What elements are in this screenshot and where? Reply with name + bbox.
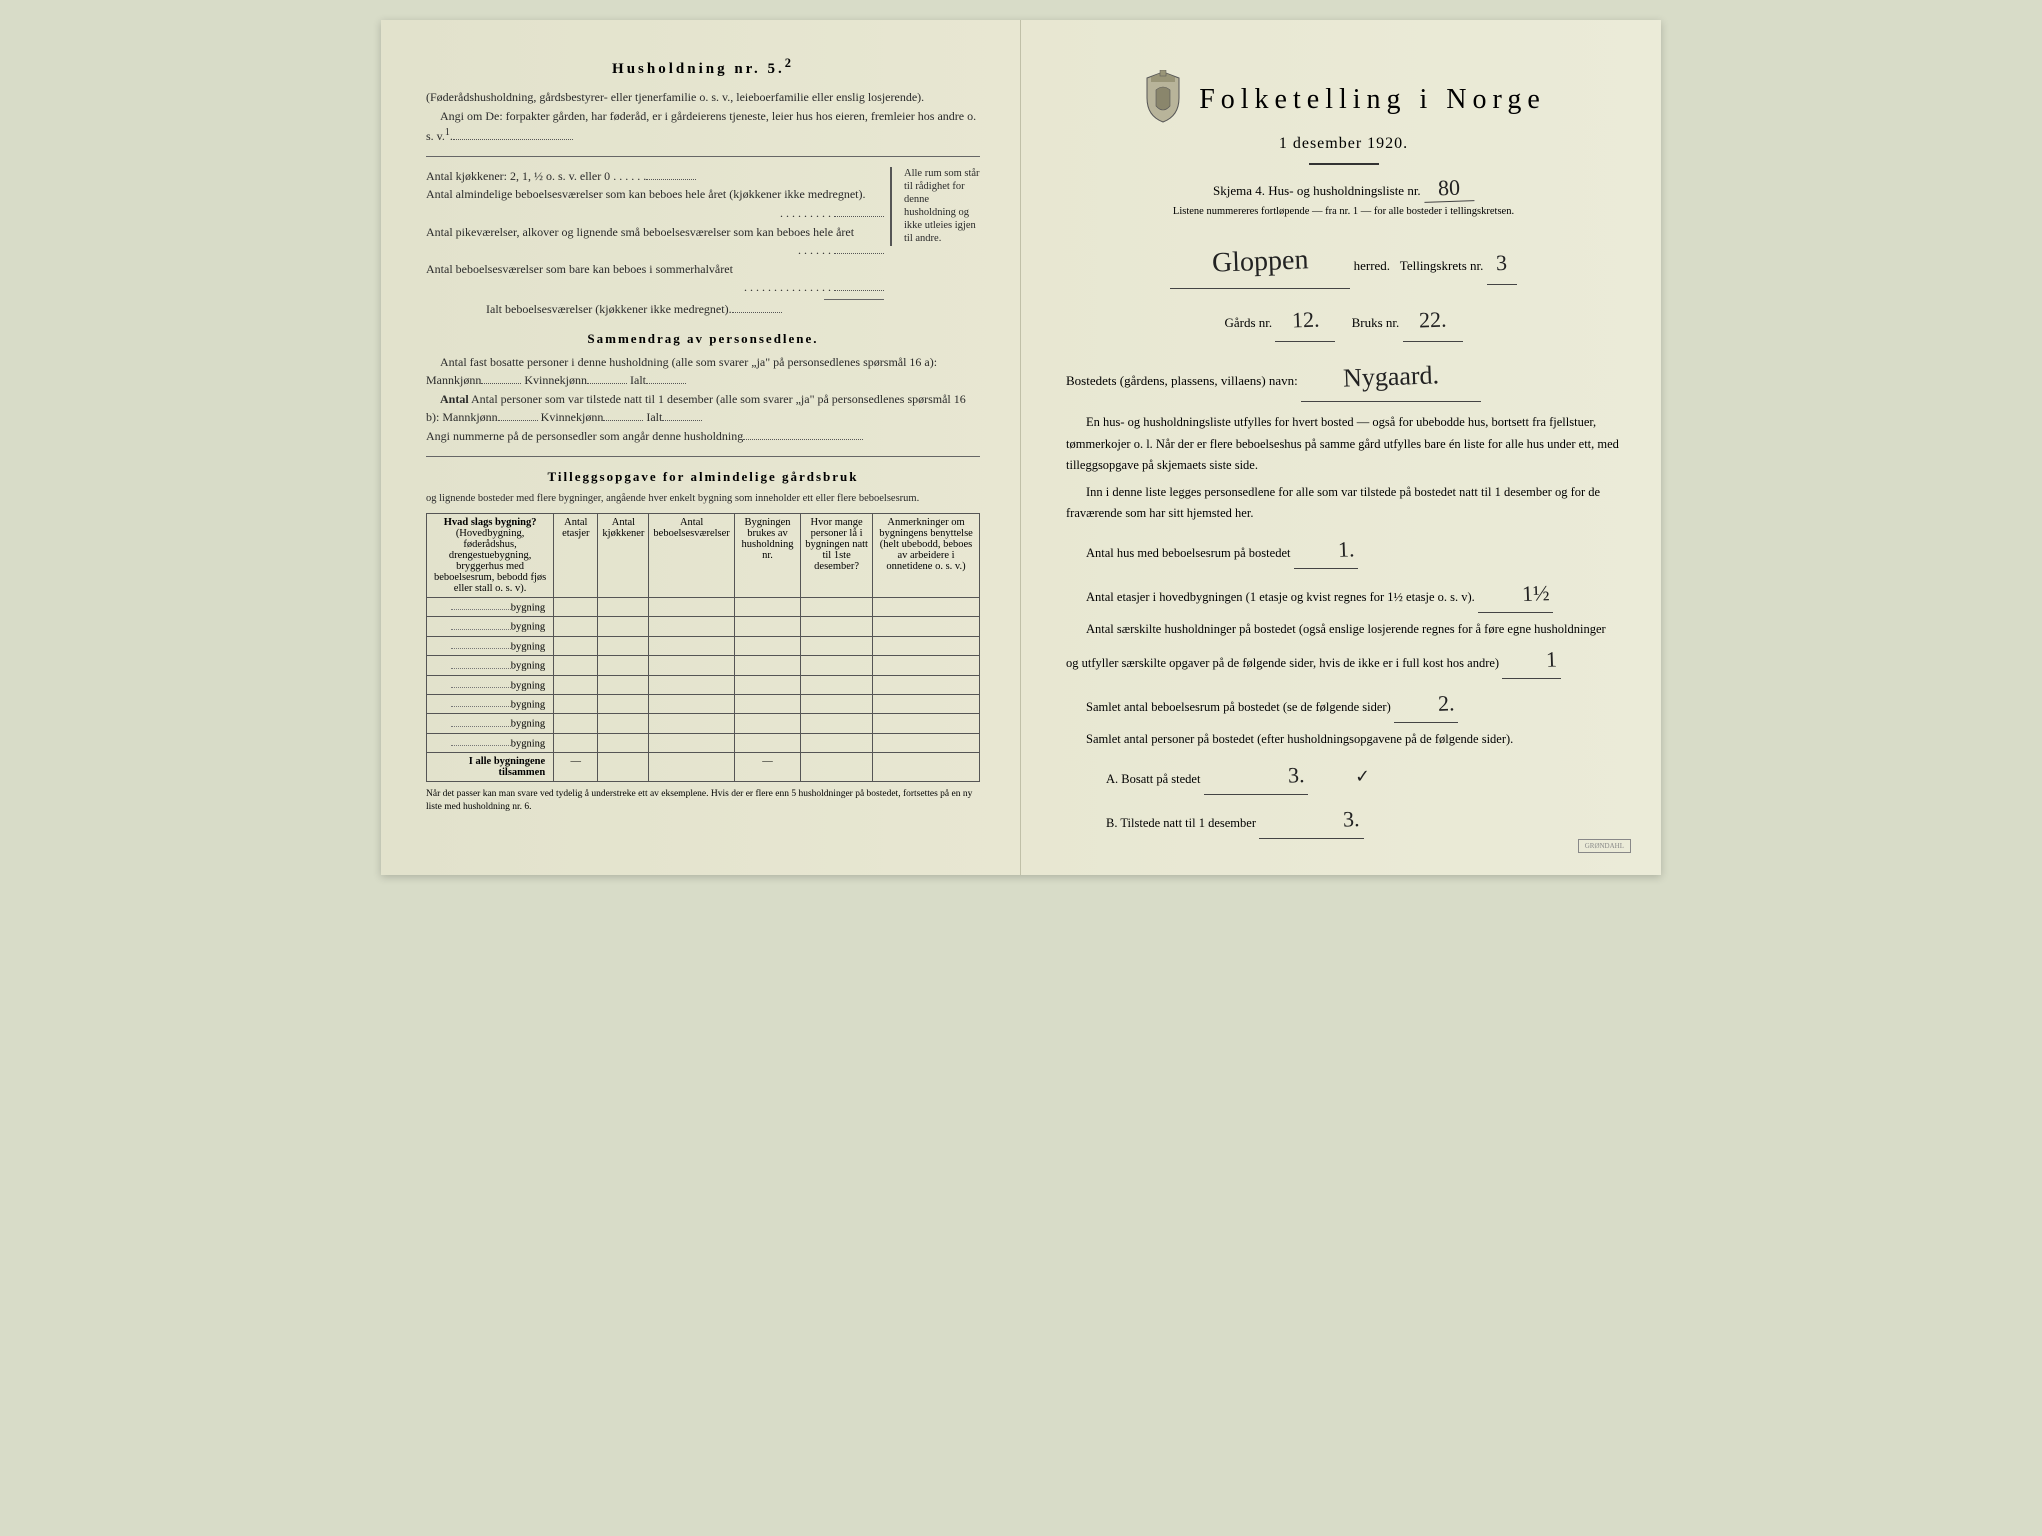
liste-nr-value: 80 <box>1423 174 1474 203</box>
q-etasjer-val: 1½ <box>1497 574 1554 613</box>
table-row: bygning <box>427 714 980 733</box>
q-hush: Antal særskilte husholdninger på bostede… <box>1066 619 1621 679</box>
q-a: A. Bosatt på stedet 3. ✓ <box>1066 757 1621 795</box>
rule-2 <box>426 456 980 457</box>
q-samlet-pers: Samlet antal personer på bostedet (efter… <box>1066 729 1621 750</box>
brace-note: Alle rum som står til rådighet for denne… <box>890 167 980 246</box>
q-a-val: 3. <box>1243 756 1309 796</box>
bosted-row: Bostedets (gårdens, plassens, villaens) … <box>1066 352 1621 402</box>
tillegg-title: Tilleggsopgave for almindelige gårdsbruk <box>426 469 980 485</box>
table-row: bygning <box>427 597 980 616</box>
h5-angi: Angi om De: forpakter gården, har føderå… <box>426 107 980 146</box>
q-b: B. Tilstede natt til 1 desember 3. <box>1066 801 1621 839</box>
q-hus: Antal hus med beboelsesrum på bostedet 1… <box>1066 531 1621 569</box>
room-row-3: Antal beboelsesværelser som bare kan beb… <box>426 260 884 279</box>
printer-stamp: GRØNDAHL <box>1578 839 1631 853</box>
bruks-value: 22. <box>1414 299 1451 342</box>
col3-head: Antal kjøkkener <box>598 513 649 597</box>
gards-row: Gårds nr. 12. Bruks nr. 22. <box>1066 299 1621 342</box>
sammendrag-title: Sammendrag av personsedlene. <box>426 331 980 347</box>
ialt-row: Ialt beboelsesværelser (kjøkkener ikke m… <box>426 300 884 319</box>
room-row-1: Antal almindelige beboelsesværelser som … <box>426 185 884 204</box>
krets-value: 3 <box>1491 242 1511 284</box>
para2: Inn i denne liste legges personsedlene f… <box>1066 482 1621 525</box>
h5-paren: (Føderådshusholdning, gårdsbestyrer- ell… <box>426 88 980 107</box>
right-page: Folketelling i Norge 1 desember 1920. Sk… <box>1021 20 1661 875</box>
total-row-label: I alle bygningene tilsammen <box>427 753 554 782</box>
census-date: 1 desember 1920. <box>1066 135 1621 153</box>
title-block: Folketelling i Norge 1 desember 1920. <box>1066 70 1621 165</box>
left-page: Husholdning nr. 5.2 (Føderådshusholdning… <box>381 20 1021 875</box>
rooms-block: Antal kjøkkener: 2, 1, ½ o. s. v. eller … <box>426 167 980 319</box>
table-row: bygning <box>427 733 980 752</box>
bosted-value: Nygaard. <box>1338 350 1444 403</box>
q-hush-val: 1 <box>1522 640 1562 679</box>
gards-value: 12. <box>1287 299 1324 342</box>
table-row: bygning <box>427 675 980 694</box>
para1: En hus- og husholdningsliste utfylles fo… <box>1066 412 1621 476</box>
room-row-2: Antal pikeværelser, alkover og lignende … <box>426 223 884 242</box>
rule-1 <box>426 156 980 157</box>
q-samlet-rum: Samlet antal beboelsesrum på bostedet (s… <box>1066 685 1621 723</box>
q-etasjer: Antal etasjer i hovedbygningen (1 etasje… <box>1066 575 1621 613</box>
col6-head: Hvor mange personer lå i bygningen natt … <box>801 513 873 597</box>
table-row: bygning <box>427 636 980 655</box>
q-samlet-rum-val: 2. <box>1413 684 1459 723</box>
col2-head: Antal etasjer <box>554 513 598 597</box>
household5-title: Husholdning nr. 5.2 <box>426 56 980 78</box>
main-title: Folketelling i Norge <box>1199 84 1546 116</box>
building-table: Hvad slags bygning? (Hovedbygning, føder… <box>426 513 980 783</box>
tillegg-sub: og lignende bosteder med flere bygninger… <box>426 491 980 507</box>
table-row: bygning <box>427 617 980 636</box>
title-rule <box>1309 163 1379 165</box>
right-body-paras: En hus- og husholdningsliste utfylles fo… <box>1066 412 1621 839</box>
table-row: bygning <box>427 694 980 713</box>
household5-intro: (Føderådshusholdning, gårdsbestyrer- ell… <box>426 88 980 146</box>
sammendrag-body: Antal fast bosatte personer i denne hush… <box>426 353 980 446</box>
footnote-sup: 2 <box>785 56 794 70</box>
coat-of-arms-icon <box>1141 70 1185 129</box>
left-footnote: Når det passer kan man svare ved tydelig… <box>426 788 980 813</box>
skjema-line: Skjema 4. Hus- og husholdningsliste nr. … <box>1066 175 1621 202</box>
herred-value: Gloppen <box>1207 233 1313 290</box>
kjokkener-row: Antal kjøkkener: 2, 1, ½ o. s. v. eller … <box>426 167 884 186</box>
col7-head: Anmerkninger om bygningens benyttelse (h… <box>873 513 980 597</box>
col4-head: Antal beboelsesværelser <box>649 513 734 597</box>
q-b-val: 3. <box>1298 800 1364 840</box>
table-row: bygning <box>427 656 980 675</box>
document-spread: Husholdning nr. 5.2 (Føderådshusholdning… <box>381 20 1661 875</box>
q-hus-val: 1. <box>1313 530 1359 569</box>
col5-head: Bygningen brukes av husholdning nr. <box>734 513 800 597</box>
col1-head: Hvad slags bygning? (Hovedbygning, føder… <box>427 513 554 597</box>
herred-row: Gloppen herred. Tellingskrets nr. 3 <box>1066 235 1621 289</box>
listene-note: Listene nummereres fortløpende — fra nr.… <box>1066 206 1621 217</box>
